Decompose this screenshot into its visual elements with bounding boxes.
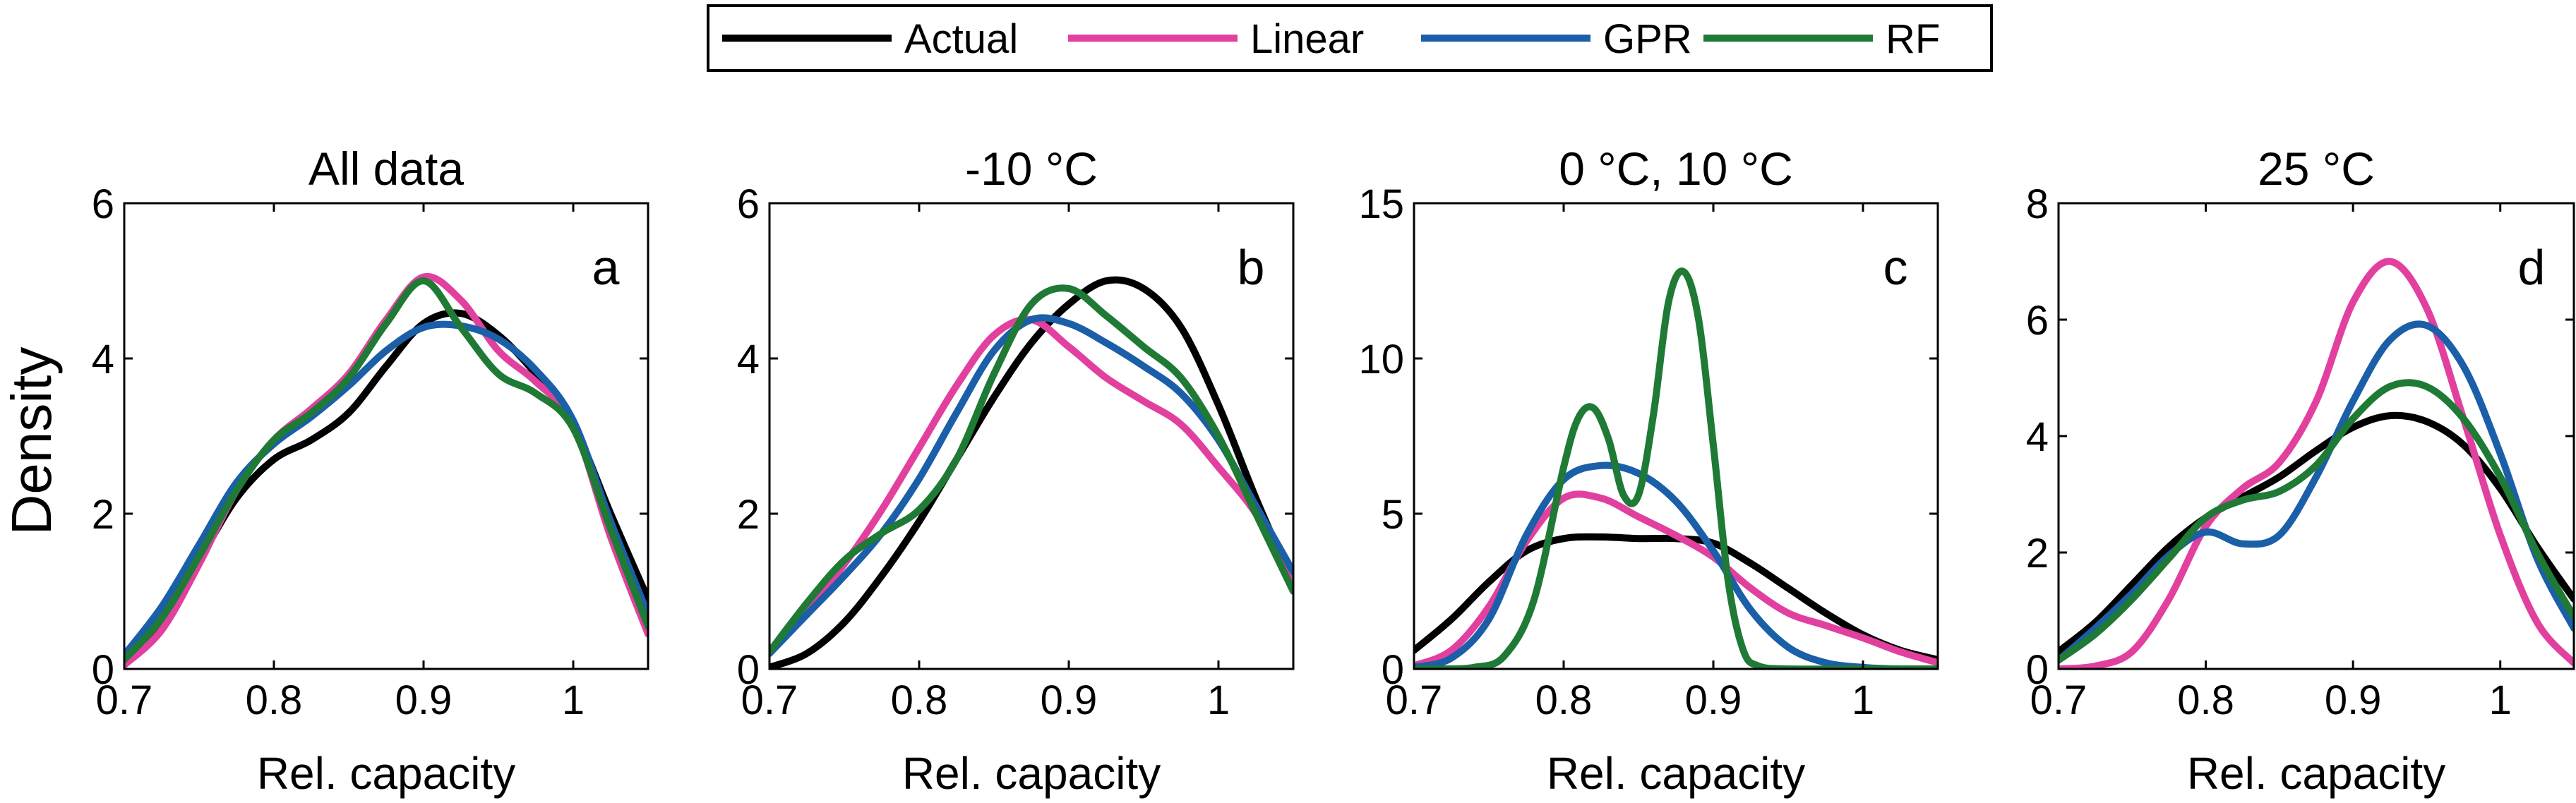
y-tick-label: 2 — [737, 492, 760, 538]
series-line-actual — [769, 276, 1293, 669]
series-line-gpr — [769, 314, 1293, 657]
x-axis-label: Rel. capacity — [2187, 748, 2445, 799]
x-tick-label: 0.7 — [96, 677, 153, 723]
panel-letter: b — [1238, 240, 1265, 295]
y-tick-label: 0 — [737, 647, 760, 693]
series-group — [2059, 258, 2574, 669]
x-tick-label: 0.8 — [891, 677, 948, 723]
series-group — [769, 276, 1293, 669]
x-axis-label: Rel. capacity — [1547, 748, 1805, 799]
y-tick-label: 0 — [1382, 647, 1404, 693]
series-line-gpr — [124, 320, 648, 659]
y-tick-label: 4 — [737, 337, 760, 382]
series-line-rf — [1414, 267, 1938, 669]
axes-frame — [1413, 202, 1939, 670]
legend-label-actual: Actual — [904, 16, 1018, 62]
x-tick-label: 1 — [562, 677, 585, 723]
legend-label-gpr: GPR — [1603, 16, 1692, 62]
y-tick-label: 5 — [1382, 492, 1404, 538]
y-tick-label: 4 — [2026, 414, 2049, 460]
legend-label-linear: Linear — [1250, 16, 1364, 62]
x-tick-label: 0.8 — [2177, 677, 2234, 723]
x-tick-label: 1 — [2489, 677, 2512, 723]
series-line-gpr — [2059, 320, 2574, 664]
y-tick-label: 2 — [2026, 531, 2049, 576]
y-tick-label: 6 — [737, 181, 760, 227]
series-line-linear — [2059, 258, 2574, 669]
y-tick-label: 8 — [2026, 181, 2049, 227]
y-tick-label: 15 — [1358, 181, 1404, 227]
series-line-rf — [124, 277, 648, 663]
legend: Actual Linear GPR RF — [707, 4, 1993, 72]
series-group — [124, 272, 648, 669]
panel-b: 0.7 0.8 0.9 1 0 2 4 6 -10 °C b Rel. capacity — [737, 143, 1295, 799]
series-line-actual — [124, 309, 648, 667]
x-tick-label: 0.9 — [1041, 677, 1098, 723]
series-line-linear — [1414, 490, 1938, 669]
x-tick-label: 1 — [1207, 677, 1230, 723]
y-tick-label: 2 — [92, 492, 114, 538]
series-group — [1414, 267, 1938, 669]
series-line-rf — [2059, 379, 2574, 664]
x-tick-label: 0.8 — [246, 677, 303, 723]
panel-d: 0.7 0.8 0.9 1 0 2 4 6 8 25 °C d Rel. capacity — [2026, 143, 2575, 799]
series-line-linear — [769, 315, 1293, 657]
axes-frame — [123, 202, 649, 670]
panel-letter: a — [592, 240, 620, 295]
panel-letter: c — [1883, 240, 1908, 295]
panel-title: 25 °C — [2258, 143, 2375, 195]
y-tick-label: 0 — [2026, 647, 2049, 693]
x-axis-label: Rel. capacity — [902, 748, 1161, 799]
panel-a: 0.7 0.8 0.9 1 0 2 4 6 All data a Rel. capacity — [92, 143, 649, 799]
series-line-rf — [769, 284, 1293, 656]
series-line-actual — [1414, 533, 1938, 663]
y-tick-label: 6 — [92, 181, 114, 227]
x-tick-label: 0.7 — [2030, 677, 2087, 723]
panel-title: -10 °C — [965, 143, 1098, 195]
y-tick-label: 4 — [92, 337, 114, 382]
y-tick-label: 10 — [1358, 337, 1404, 382]
panel-title: 0 °C, 10 °C — [1559, 143, 1793, 195]
axes-frame — [768, 202, 1295, 670]
x-tick-label: 0.9 — [395, 677, 453, 723]
y-tick-label: 6 — [2026, 298, 2049, 344]
series-line-linear — [124, 272, 648, 669]
x-tick-label: 0.9 — [1685, 677, 1742, 723]
x-axis-label: Rel. capacity — [257, 748, 515, 799]
x-tick-label: 0.7 — [1386, 677, 1443, 723]
panel-title: All data — [308, 143, 464, 195]
x-tick-label: 0.7 — [741, 677, 798, 723]
x-tick-label: 0.8 — [1535, 677, 1593, 723]
x-tick-label: 1 — [1852, 677, 1874, 723]
x-tick-label: 0.9 — [2325, 677, 2382, 723]
y-tick-label: 0 — [92, 647, 114, 693]
series-line-actual — [2059, 411, 2574, 656]
y-axis-label: Density — [0, 347, 63, 536]
legend-label-rf: RF — [1886, 16, 1940, 62]
panel-letter: d — [2518, 240, 2546, 295]
